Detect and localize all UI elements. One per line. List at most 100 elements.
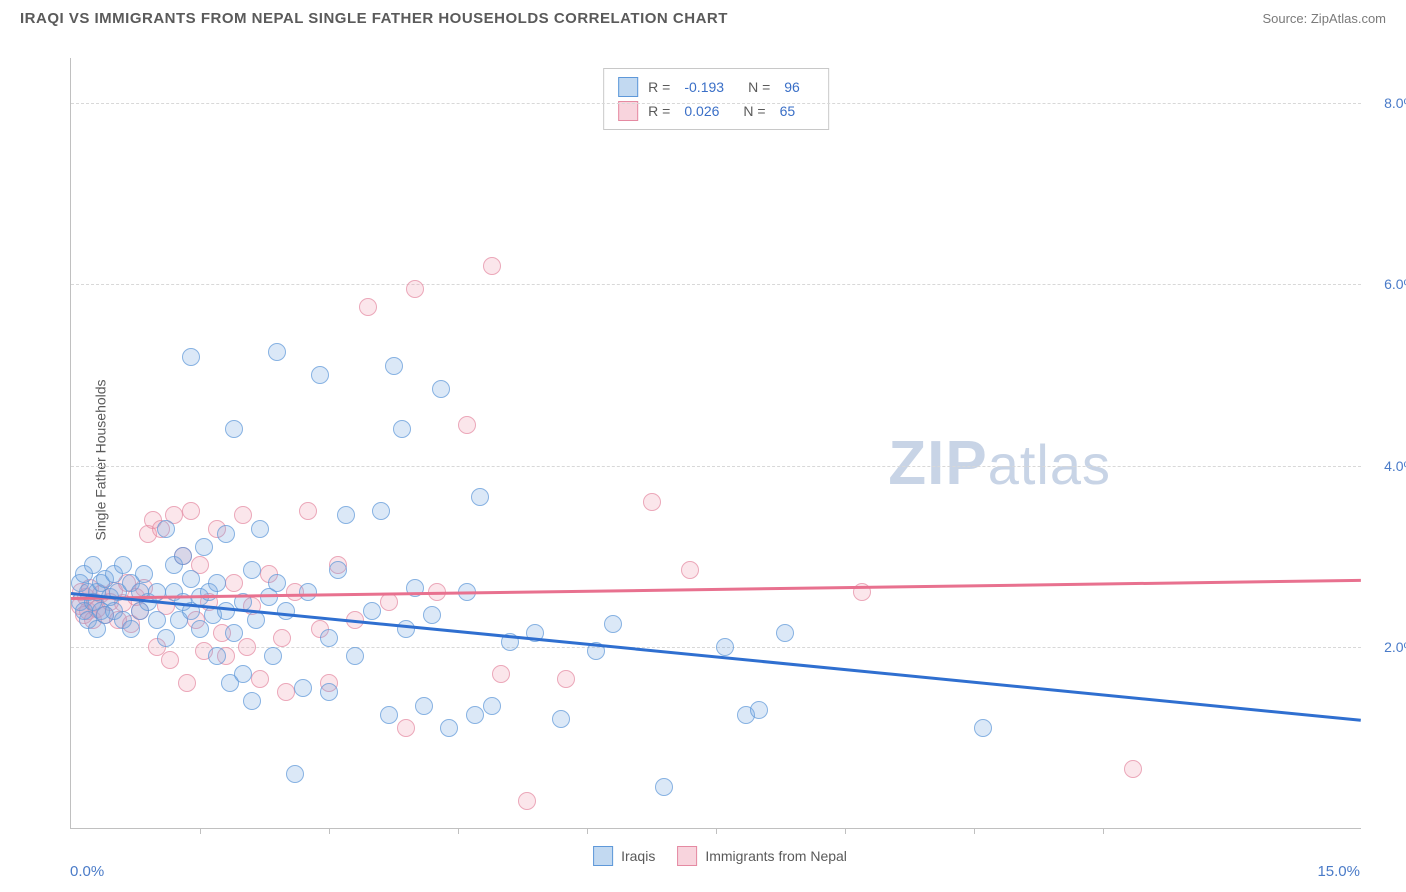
data-point bbox=[492, 665, 510, 683]
data-point bbox=[208, 574, 226, 592]
data-point bbox=[135, 565, 153, 583]
data-point bbox=[483, 257, 501, 275]
data-point bbox=[372, 502, 390, 520]
data-point bbox=[329, 561, 347, 579]
plot-area: ZIPatlas R = -0.193 N = 96 R = 0.026 N =… bbox=[70, 58, 1361, 829]
data-point bbox=[974, 719, 992, 737]
data-point bbox=[157, 520, 175, 538]
n-value: 96 bbox=[784, 79, 800, 95]
x-tick bbox=[458, 828, 459, 834]
data-point bbox=[320, 683, 338, 701]
data-point bbox=[268, 574, 286, 592]
source-label: Source: ZipAtlas.com bbox=[1262, 11, 1386, 26]
y-tick-label: 8.0% bbox=[1384, 95, 1406, 111]
x-tick bbox=[329, 828, 330, 834]
data-point bbox=[655, 778, 673, 796]
data-point bbox=[264, 647, 282, 665]
correlation-box: R = -0.193 N = 96 R = 0.026 N = 65 bbox=[603, 68, 829, 130]
data-point bbox=[217, 602, 235, 620]
data-point bbox=[225, 574, 243, 592]
x-tick bbox=[1103, 828, 1104, 834]
legend-label: Immigrants from Nepal bbox=[705, 848, 847, 864]
data-point bbox=[251, 670, 269, 688]
n-label: N = bbox=[743, 103, 765, 119]
data-point bbox=[225, 624, 243, 642]
legend-item: Immigrants from Nepal bbox=[677, 846, 847, 866]
data-point bbox=[440, 719, 458, 737]
chart-title: IRAQI VS IMMIGRANTS FROM NEPAL SINGLE FA… bbox=[20, 10, 728, 27]
data-point bbox=[346, 647, 364, 665]
r-label: R = bbox=[648, 103, 670, 119]
data-point bbox=[217, 525, 235, 543]
n-value: 65 bbox=[780, 103, 796, 119]
data-point bbox=[776, 624, 794, 642]
data-point bbox=[182, 502, 200, 520]
data-point bbox=[380, 706, 398, 724]
swatch-blue bbox=[618, 77, 638, 97]
data-point bbox=[1124, 760, 1142, 778]
data-point bbox=[195, 538, 213, 556]
x-tick bbox=[845, 828, 846, 834]
data-point bbox=[148, 611, 166, 629]
r-label: R = bbox=[648, 79, 670, 95]
data-point bbox=[380, 593, 398, 611]
data-point bbox=[277, 683, 295, 701]
data-point bbox=[552, 710, 570, 728]
y-tick-label: 6.0% bbox=[1384, 276, 1406, 292]
data-point bbox=[182, 570, 200, 588]
data-point bbox=[643, 493, 661, 511]
data-point bbox=[286, 765, 304, 783]
data-point bbox=[311, 366, 329, 384]
data-point bbox=[122, 620, 140, 638]
data-point bbox=[320, 629, 338, 647]
data-point bbox=[466, 706, 484, 724]
data-point bbox=[208, 647, 226, 665]
data-point bbox=[234, 506, 252, 524]
legend: Iraqis Immigrants from Nepal bbox=[593, 846, 847, 866]
data-point bbox=[681, 561, 699, 579]
data-point bbox=[471, 488, 489, 506]
swatch-pink bbox=[677, 846, 697, 866]
data-point bbox=[604, 615, 622, 633]
data-point bbox=[406, 280, 424, 298]
data-point bbox=[397, 719, 415, 737]
watermark-rest: atlas bbox=[988, 433, 1111, 496]
data-point bbox=[432, 380, 450, 398]
data-point bbox=[557, 670, 575, 688]
data-point bbox=[299, 583, 317, 601]
gridline bbox=[71, 103, 1361, 104]
legend-label: Iraqis bbox=[621, 848, 655, 864]
data-point bbox=[277, 602, 295, 620]
n-label: N = bbox=[748, 79, 770, 95]
data-point bbox=[385, 357, 403, 375]
r-value: -0.193 bbox=[684, 79, 724, 95]
x-tick bbox=[716, 828, 717, 834]
data-point bbox=[337, 506, 355, 524]
data-point bbox=[182, 348, 200, 366]
watermark-bold: ZIP bbox=[888, 429, 987, 498]
data-point bbox=[157, 629, 175, 647]
swatch-blue bbox=[593, 846, 613, 866]
gridline bbox=[71, 284, 1361, 285]
y-tick-label: 4.0% bbox=[1384, 458, 1406, 474]
data-point bbox=[268, 343, 286, 361]
data-point bbox=[716, 638, 734, 656]
data-point bbox=[393, 420, 411, 438]
correlation-row: R = -0.193 N = 96 bbox=[618, 75, 814, 99]
data-point bbox=[243, 692, 261, 710]
data-point bbox=[234, 665, 252, 683]
x-tick bbox=[587, 828, 588, 834]
data-point bbox=[178, 674, 196, 692]
data-point bbox=[114, 556, 132, 574]
data-point bbox=[483, 697, 501, 715]
data-point bbox=[518, 792, 536, 810]
gridline bbox=[71, 466, 1361, 467]
data-point bbox=[243, 561, 261, 579]
data-point bbox=[161, 651, 179, 669]
data-point bbox=[458, 416, 476, 434]
r-value: 0.026 bbox=[684, 103, 719, 119]
data-point bbox=[294, 679, 312, 697]
data-point bbox=[750, 701, 768, 719]
data-point bbox=[363, 602, 381, 620]
data-point bbox=[359, 298, 377, 316]
